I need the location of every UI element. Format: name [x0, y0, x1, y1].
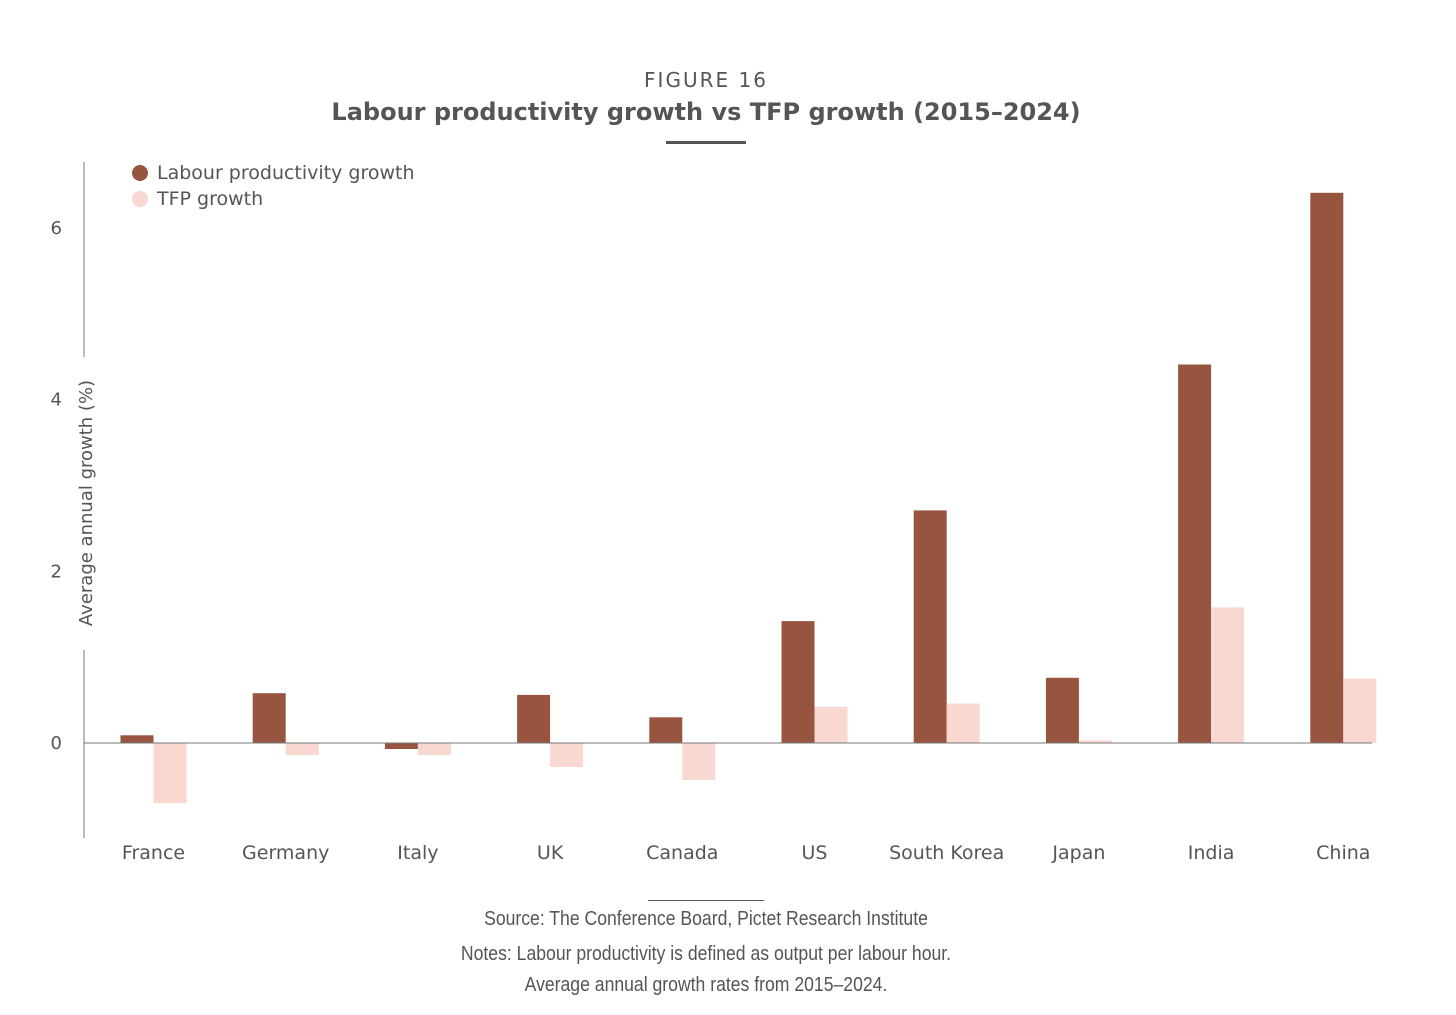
- tfp-growth-bar: [153, 743, 187, 804]
- tfp-growth-bar: [814, 707, 848, 743]
- x-tick-label: South Korea: [889, 842, 1004, 864]
- labour-productivity-bar: [913, 510, 947, 743]
- legend-label-labour: Labour productivity growth: [157, 162, 415, 184]
- y-tick-label: 0: [51, 733, 62, 754]
- y-tick-label: 4: [51, 390, 62, 411]
- tfp-growth-bar: [946, 703, 980, 743]
- labour-productivity-bar: [517, 694, 551, 743]
- x-tick-label: UK: [537, 842, 564, 864]
- labour-productivity-bar: [252, 693, 286, 743]
- legend-swatch-tfp: [132, 191, 148, 207]
- labour-productivity-bar: [1310, 192, 1344, 744]
- legend-item-labour: Labour productivity growth: [132, 161, 415, 185]
- title-divider: [666, 141, 746, 144]
- x-tick-label: India: [1188, 842, 1235, 864]
- tfp-growth-bar: [682, 743, 716, 780]
- labour-productivity-bar: [649, 717, 683, 744]
- tfp-growth-bar: [417, 743, 451, 755]
- bar-chart: 0 2 4 6 Average annual growth (%) France Germa…: [51, 162, 1377, 864]
- x-tick-label: Italy: [397, 842, 438, 864]
- labour-productivity-bar: [384, 743, 418, 749]
- x-tick-label: China: [1316, 842, 1370, 864]
- source-note: Source: The Conference Board, Pictet Res…: [484, 908, 928, 930]
- notes-line-2: Average annual growth rates from 2015–20…: [524, 974, 888, 996]
- tfp-growth-bar: [550, 743, 584, 767]
- y-tick-label: 6: [51, 218, 62, 239]
- x-tick-label: US: [802, 842, 828, 864]
- legend-swatch-labour: [132, 165, 148, 181]
- footer-divider: [648, 900, 764, 901]
- figure-title: Labour productivity growth vs TFP growth…: [331, 98, 1081, 126]
- x-tick-label: Japan: [1051, 842, 1105, 864]
- notes-line-1: Notes: Labour productivity is defined as…: [460, 943, 952, 965]
- labour-productivity-bar: [1178, 364, 1212, 743]
- tfp-growth-bar: [1211, 607, 1245, 743]
- x-tick-label: Canada: [646, 842, 718, 864]
- legend-item-tfp: TFP growth: [132, 187, 263, 211]
- labour-productivity-bar: [120, 735, 154, 743]
- legend-label-tfp: TFP growth: [157, 188, 264, 210]
- y-tick-label: 2: [51, 561, 62, 582]
- x-tick-label: Germany: [242, 842, 329, 864]
- tfp-growth-bar: [1078, 740, 1112, 743]
- tfp-growth-bar: [285, 743, 319, 755]
- x-tick-label: France: [122, 842, 185, 864]
- figure-label: FIGURE 16: [644, 68, 768, 92]
- labour-productivity-bar: [781, 621, 815, 743]
- labour-productivity-bar: [1045, 677, 1079, 743]
- y-axis-title: Average annual growth (%): [76, 380, 97, 626]
- tfp-growth-bar: [1343, 678, 1377, 743]
